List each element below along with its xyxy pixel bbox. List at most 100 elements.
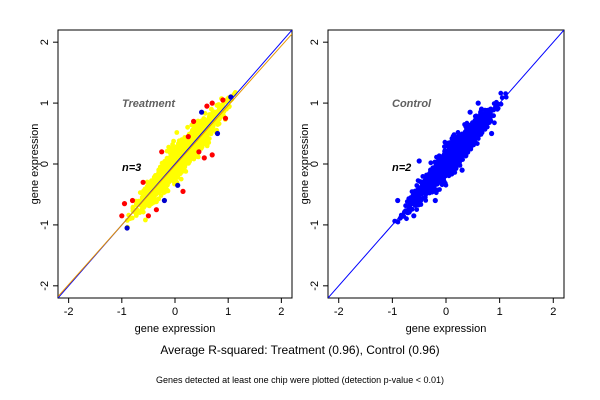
y-tick-label: -2 (309, 281, 321, 291)
data-point (481, 116, 487, 121)
data-point (176, 153, 181, 159)
data-point (176, 168, 182, 174)
data-point (492, 120, 497, 126)
data-point (156, 169, 162, 175)
data-point (413, 202, 419, 208)
x-tick-label: 2 (550, 306, 556, 318)
treatment-panel: -2 -1 0 1 2 -2 -1 0 1 2 Treatment n=3 gene expre… (29, 29, 293, 335)
data-point (171, 138, 177, 144)
x-tick-label: 1 (497, 306, 503, 318)
outlier-point (129, 197, 136, 204)
data-point (141, 205, 147, 211)
control-panel: -2 -1 0 1 2 -2 -1 0 1 2 Control n=2 gene express… (299, 29, 565, 335)
outlier-point (416, 158, 422, 164)
data-point (462, 122, 467, 127)
data-point (466, 131, 472, 137)
outlier-point (209, 152, 215, 158)
panel-title: Control (392, 98, 432, 110)
data-point (428, 160, 434, 166)
data-point (415, 178, 421, 184)
x-axis: -2 -1 0 1 2 (334, 298, 556, 318)
data-point (477, 116, 482, 122)
data-point (459, 142, 464, 148)
data-point (141, 200, 147, 206)
data-point (429, 189, 435, 195)
outlier-point (220, 97, 226, 103)
data-point (178, 148, 184, 153)
data-point (491, 113, 496, 119)
y-tick-label: 2 (309, 39, 321, 45)
outlier-point (124, 225, 130, 231)
data-point (453, 166, 459, 171)
data-point (442, 156, 448, 161)
data-point (451, 140, 457, 146)
outlier-point (185, 134, 191, 140)
data-point (426, 185, 432, 191)
y-tick-label: 0 (39, 161, 51, 167)
x-tick-label: -1 (117, 306, 127, 318)
data-point (170, 145, 176, 151)
outlier-point (201, 155, 207, 161)
data-point (454, 136, 460, 142)
outlier-point (199, 109, 205, 115)
x-axis: -2 -1 0 1 2 (64, 298, 284, 318)
data-point (191, 126, 197, 132)
data-point (406, 207, 412, 212)
data-point (480, 124, 486, 129)
outlier-point (411, 213, 417, 219)
data-point (477, 132, 482, 138)
data-point (419, 184, 425, 190)
y-tick-label: 2 (39, 39, 51, 45)
data-point (433, 167, 438, 173)
fit-line (58, 33, 292, 297)
data-point (207, 126, 213, 131)
outlier-point (196, 149, 202, 155)
data-point (444, 143, 450, 149)
data-point (204, 137, 210, 143)
data-point (414, 183, 420, 188)
data-point (457, 150, 463, 156)
data-point (414, 207, 420, 213)
outlier-point (209, 100, 215, 106)
data-point (503, 94, 509, 100)
outlier-point (395, 197, 401, 204)
data-point (193, 154, 199, 160)
x-tick-label: 2 (278, 306, 284, 318)
outlier-point (121, 201, 128, 207)
outlier-point (159, 149, 165, 155)
data-point (183, 169, 189, 174)
data-point (146, 186, 152, 192)
data-point (214, 102, 220, 108)
data-point (463, 142, 468, 148)
data-point (420, 180, 425, 186)
y-axis-title: gene expression (29, 124, 41, 205)
data-point (174, 130, 180, 135)
data-point (199, 120, 204, 126)
y-tick-label: -1 (39, 220, 51, 230)
data-point (163, 180, 169, 186)
data-point (195, 142, 201, 147)
figure-subcaption: Genes detected at least one chip were pl… (156, 375, 444, 385)
data-point (129, 215, 135, 221)
x-tick-label: -2 (334, 306, 344, 318)
data-point (434, 187, 440, 193)
data-point (466, 140, 472, 146)
outlier-point (489, 130, 495, 137)
x-tick-label: 1 (225, 306, 231, 318)
outlier-point (228, 94, 234, 100)
data-point (423, 198, 429, 203)
data-point (498, 90, 504, 96)
data-point (209, 113, 215, 118)
y-axis-title: gene expression (299, 124, 311, 205)
n-annotation: n=3 (122, 162, 141, 174)
y-tick-label: 1 (309, 100, 321, 106)
data-point (133, 212, 139, 218)
data-point (447, 166, 452, 171)
outlier-point (119, 213, 125, 219)
data-point (178, 160, 184, 166)
y-axis: -2 -1 0 1 2 (309, 39, 328, 291)
data-point (404, 199, 410, 205)
data-point (488, 118, 494, 123)
data-point (425, 189, 431, 195)
